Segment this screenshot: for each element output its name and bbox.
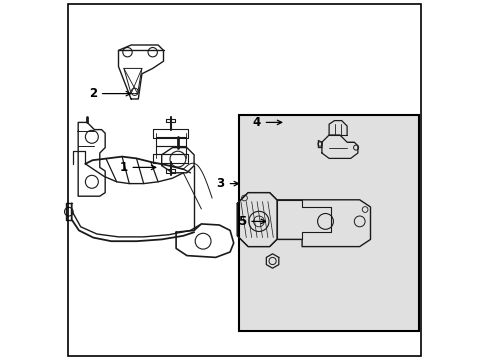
Text: 2: 2 — [89, 87, 130, 100]
Text: 5: 5 — [238, 215, 265, 228]
Text: 3: 3 — [216, 177, 238, 190]
Text: 4: 4 — [252, 116, 281, 129]
Bar — [239, 115, 418, 331]
Text: 1: 1 — [119, 161, 155, 174]
